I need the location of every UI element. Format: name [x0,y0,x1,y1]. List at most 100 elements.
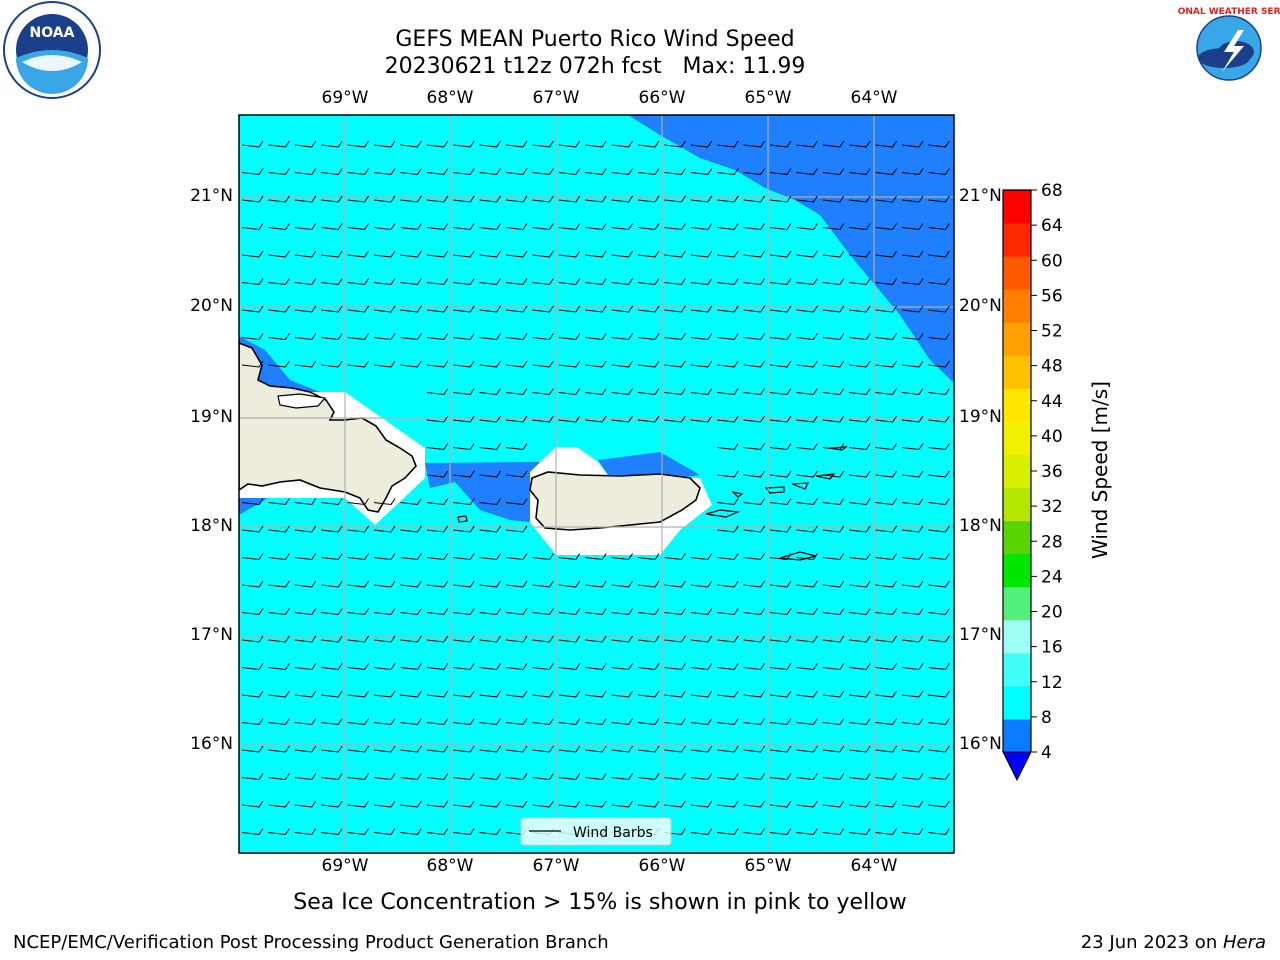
wind-barb [400,305,422,313]
wind-barb [427,884,448,890]
colorbar-cell [1003,388,1031,422]
wind-barb [400,223,422,231]
wind-barb [479,278,502,286]
wind-barb [928,635,950,643]
wind-region-mona-passage [425,462,540,522]
wind-barb [505,498,528,506]
wind-barb [849,195,871,203]
wind-barb [532,388,554,396]
wind-barb [690,690,713,698]
colorbar-cell [1003,520,1031,555]
wind-barb [347,333,370,341]
culebra-island [731,490,744,498]
wind-barb [717,168,739,176]
wind-barb [241,250,264,258]
noaa-logo: NOAA [3,1,101,99]
wind-barb [585,360,607,368]
colorbar-tick-label: 20 [1041,603,1063,623]
wind-barb [796,168,818,176]
wind-barb [849,470,871,478]
mona-island [457,515,468,523]
wind-barb [717,718,739,726]
wind-barb [241,828,264,836]
wind-barb [769,305,792,313]
wind-barb [796,745,818,753]
wind-barb [505,140,528,148]
wind-barb [769,800,792,808]
wind-barb [505,690,528,698]
wind-barb [347,828,370,836]
wind-barb [875,553,898,561]
wind-barb [822,498,845,506]
wind-barb [612,856,633,862]
wind-barb [453,580,475,588]
wind-barb [241,690,264,698]
wind-barb [743,580,766,588]
wind-barb [822,278,845,286]
wind-barb [637,800,660,808]
wind-barb [743,800,766,808]
wind-barb [901,360,924,368]
colorbar-cell [1003,487,1031,522]
wind-barb [479,140,502,148]
wind-region-pr-north [598,452,700,478]
wind-barb [743,195,766,203]
wind-barb [453,140,475,148]
wind-barb [796,773,818,781]
wind-barb [479,525,502,533]
wind-barb [637,608,660,616]
wind-barb [426,195,449,203]
chart-title: GEFS MEAN Puerto Rico Wind Speed [395,27,795,52]
wind-barb [241,745,264,753]
wind-barb [532,415,554,423]
wind-barb [532,360,554,368]
legend-label: Wind Barbs [573,825,653,841]
wind-barb [717,745,739,753]
wind-barb [241,800,264,808]
wind-barb [400,580,422,588]
wind-barb [532,553,554,561]
tortola-island [791,482,810,490]
wind-barb [637,250,660,258]
wind-barb [426,745,449,753]
wind-barb [743,498,766,506]
wind-barb [664,580,686,588]
wind-barb [321,195,343,203]
wind-barb [532,333,554,341]
wind-barb [875,635,898,643]
wind-barb [347,525,370,533]
wind-barb [268,360,290,368]
wind-barb [717,580,739,588]
wind-barb [426,278,449,286]
wind-barb [532,305,554,313]
wind-barb [479,305,502,313]
wind-barb [532,223,554,231]
chart-subtitle: 20230621 t12z 072h fcst Max: 11.99 [384,54,806,79]
wind-barb [875,443,898,451]
wind-barb [241,580,264,588]
wind-barb [849,773,871,781]
colorbar-cell [1003,454,1031,489]
wind-barb [453,250,475,258]
wind-barb [849,305,871,313]
wind-barb [690,745,713,753]
wind-barb [532,773,554,781]
wind-barb [268,305,290,313]
colorbar-extend-arrow [1002,751,1032,782]
wind-barb [822,443,845,451]
wind-barb [479,415,502,423]
wind-barb [532,663,554,671]
wind-barb [849,718,871,726]
wind-barb [479,360,502,368]
wind-barb [505,250,528,258]
colorbar-cell [1003,718,1031,753]
wind-barb [875,278,898,286]
wind-barb [637,278,660,286]
wind-barb [637,333,660,341]
wind-barb [347,195,370,203]
wind-barb [875,360,898,368]
wind-barb [928,415,950,423]
wind-barb [690,140,713,148]
wind-barb [268,635,290,643]
wind-barb [532,168,554,176]
